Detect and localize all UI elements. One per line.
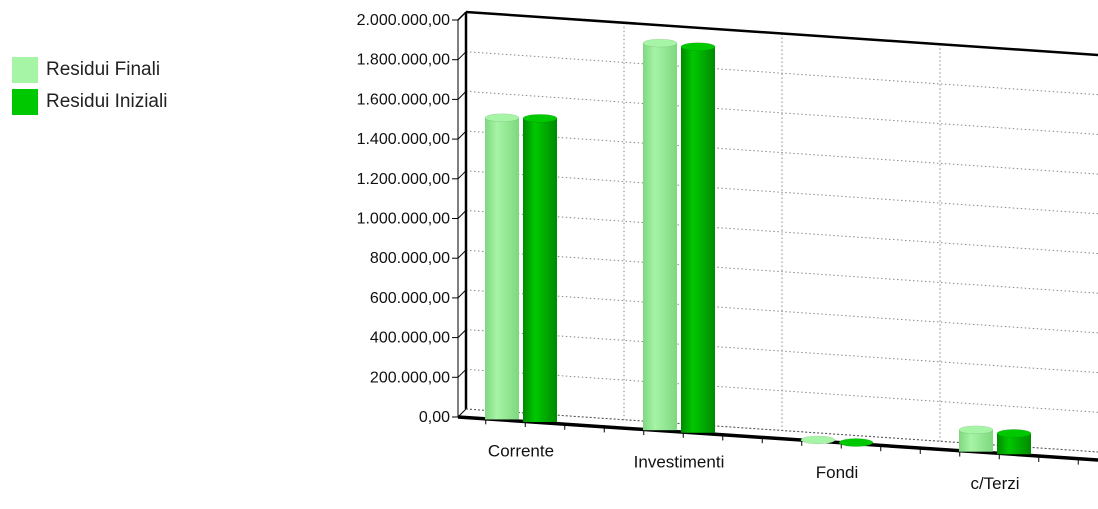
grid-line-y-7 [465,130,1098,175]
y-tick-depth-9 [457,51,467,61]
x-tick-label-fondi: Fondi [816,463,859,482]
legend-label-residui-iniziali: Residui Iniziali [46,91,168,112]
y-tick-label-4: 800.000,00 [370,250,450,267]
y-tick-label-10: 2.000.000,00 [357,12,451,29]
legend-label-residui-finali: Residui Finali [46,59,161,80]
bar-fondi-residui-iniziali-cap [838,438,874,447]
bar-c-terzi-residui-iniziali [997,433,1031,455]
chart-legend: Residui Finali Residui Iniziali [12,54,167,118]
grid-line-y-5 [465,210,1098,254]
y-tick-depth-3 [457,289,467,299]
bar-investimenti-residui-iniziali-cap [680,42,716,51]
grid-line-y-4 [465,249,1098,294]
legend-item-residui-iniziali: Residui Iniziali [12,86,167,118]
grid-line-y-3 [465,289,1098,334]
bar-corrente-residui-iniziali [523,118,557,423]
bar-c-terzi-residui-iniziali-cap [996,429,1032,438]
x-tick-label-c-terzi: c/Terzi [970,474,1019,493]
x-tick-label-investimenti: Investimenti [634,452,725,471]
grid-line-y-2 [465,329,1098,374]
y-tick-label-5: 1.000.000,00 [357,211,451,228]
bar-corrente-residui-iniziali-cap [522,114,558,123]
y-axis-top-cap [457,11,467,21]
grid-line-y-9 [465,51,1098,96]
bar-c-terzi-residui-finali-cap [958,425,994,435]
bar-investimenti-residui-finali-cap [642,38,678,48]
y-tick-depth-7 [457,130,467,140]
grid-line-y-8 [465,90,1098,135]
bar-fondi-residui-finali-cap [800,435,836,445]
bar-corrente-residui-finali-cap [484,113,520,122]
y-tick-label-8: 1.600.000,00 [357,91,451,108]
bar-c-terzi-residui-finali [959,429,993,452]
y-tick-label-3: 600.000,00 [370,290,450,307]
y-tick-label-9: 1.800.000,00 [357,52,451,69]
y-tick-depth-1 [457,368,467,378]
bar-corrente-residui-finali [485,117,519,420]
bar-investimenti-residui-iniziali [681,46,715,433]
y-tick-label-1: 200.000,00 [370,369,450,386]
legend-swatch-residui-iniziali [12,89,38,115]
y-tick-depth-4 [457,249,467,259]
labels-layer: 0,00 200.000,00 400.000,00 600.000,00 800.00… [357,12,1020,493]
top-border-line [465,10,1098,57]
bar-investimenti-residui-finali [643,43,677,431]
grid-layer [465,11,1098,453]
legend-item-residui-finali: Residui Finali [12,54,167,86]
axis-layer [452,10,1098,465]
y-tick-depth-2 [457,329,467,338]
y-tick-depth-5 [457,210,467,219]
y-tick-label-6: 1.200.000,00 [357,171,451,188]
x-tick-label-corrente: Corrente [488,442,554,461]
y-tick-depth-8 [457,91,467,100]
y-tick-label-0: 0,00 [419,409,450,426]
y-tick-label-7: 1.400.000,00 [357,131,451,148]
y-tick-label-2: 400.000,00 [370,330,450,347]
grid-line-y-6 [465,170,1098,215]
y-tick-depth-6 [457,170,467,180]
legend-swatch-residui-finali [12,57,38,83]
bars-layer [484,38,1032,455]
floor-back-line [465,408,1098,453]
